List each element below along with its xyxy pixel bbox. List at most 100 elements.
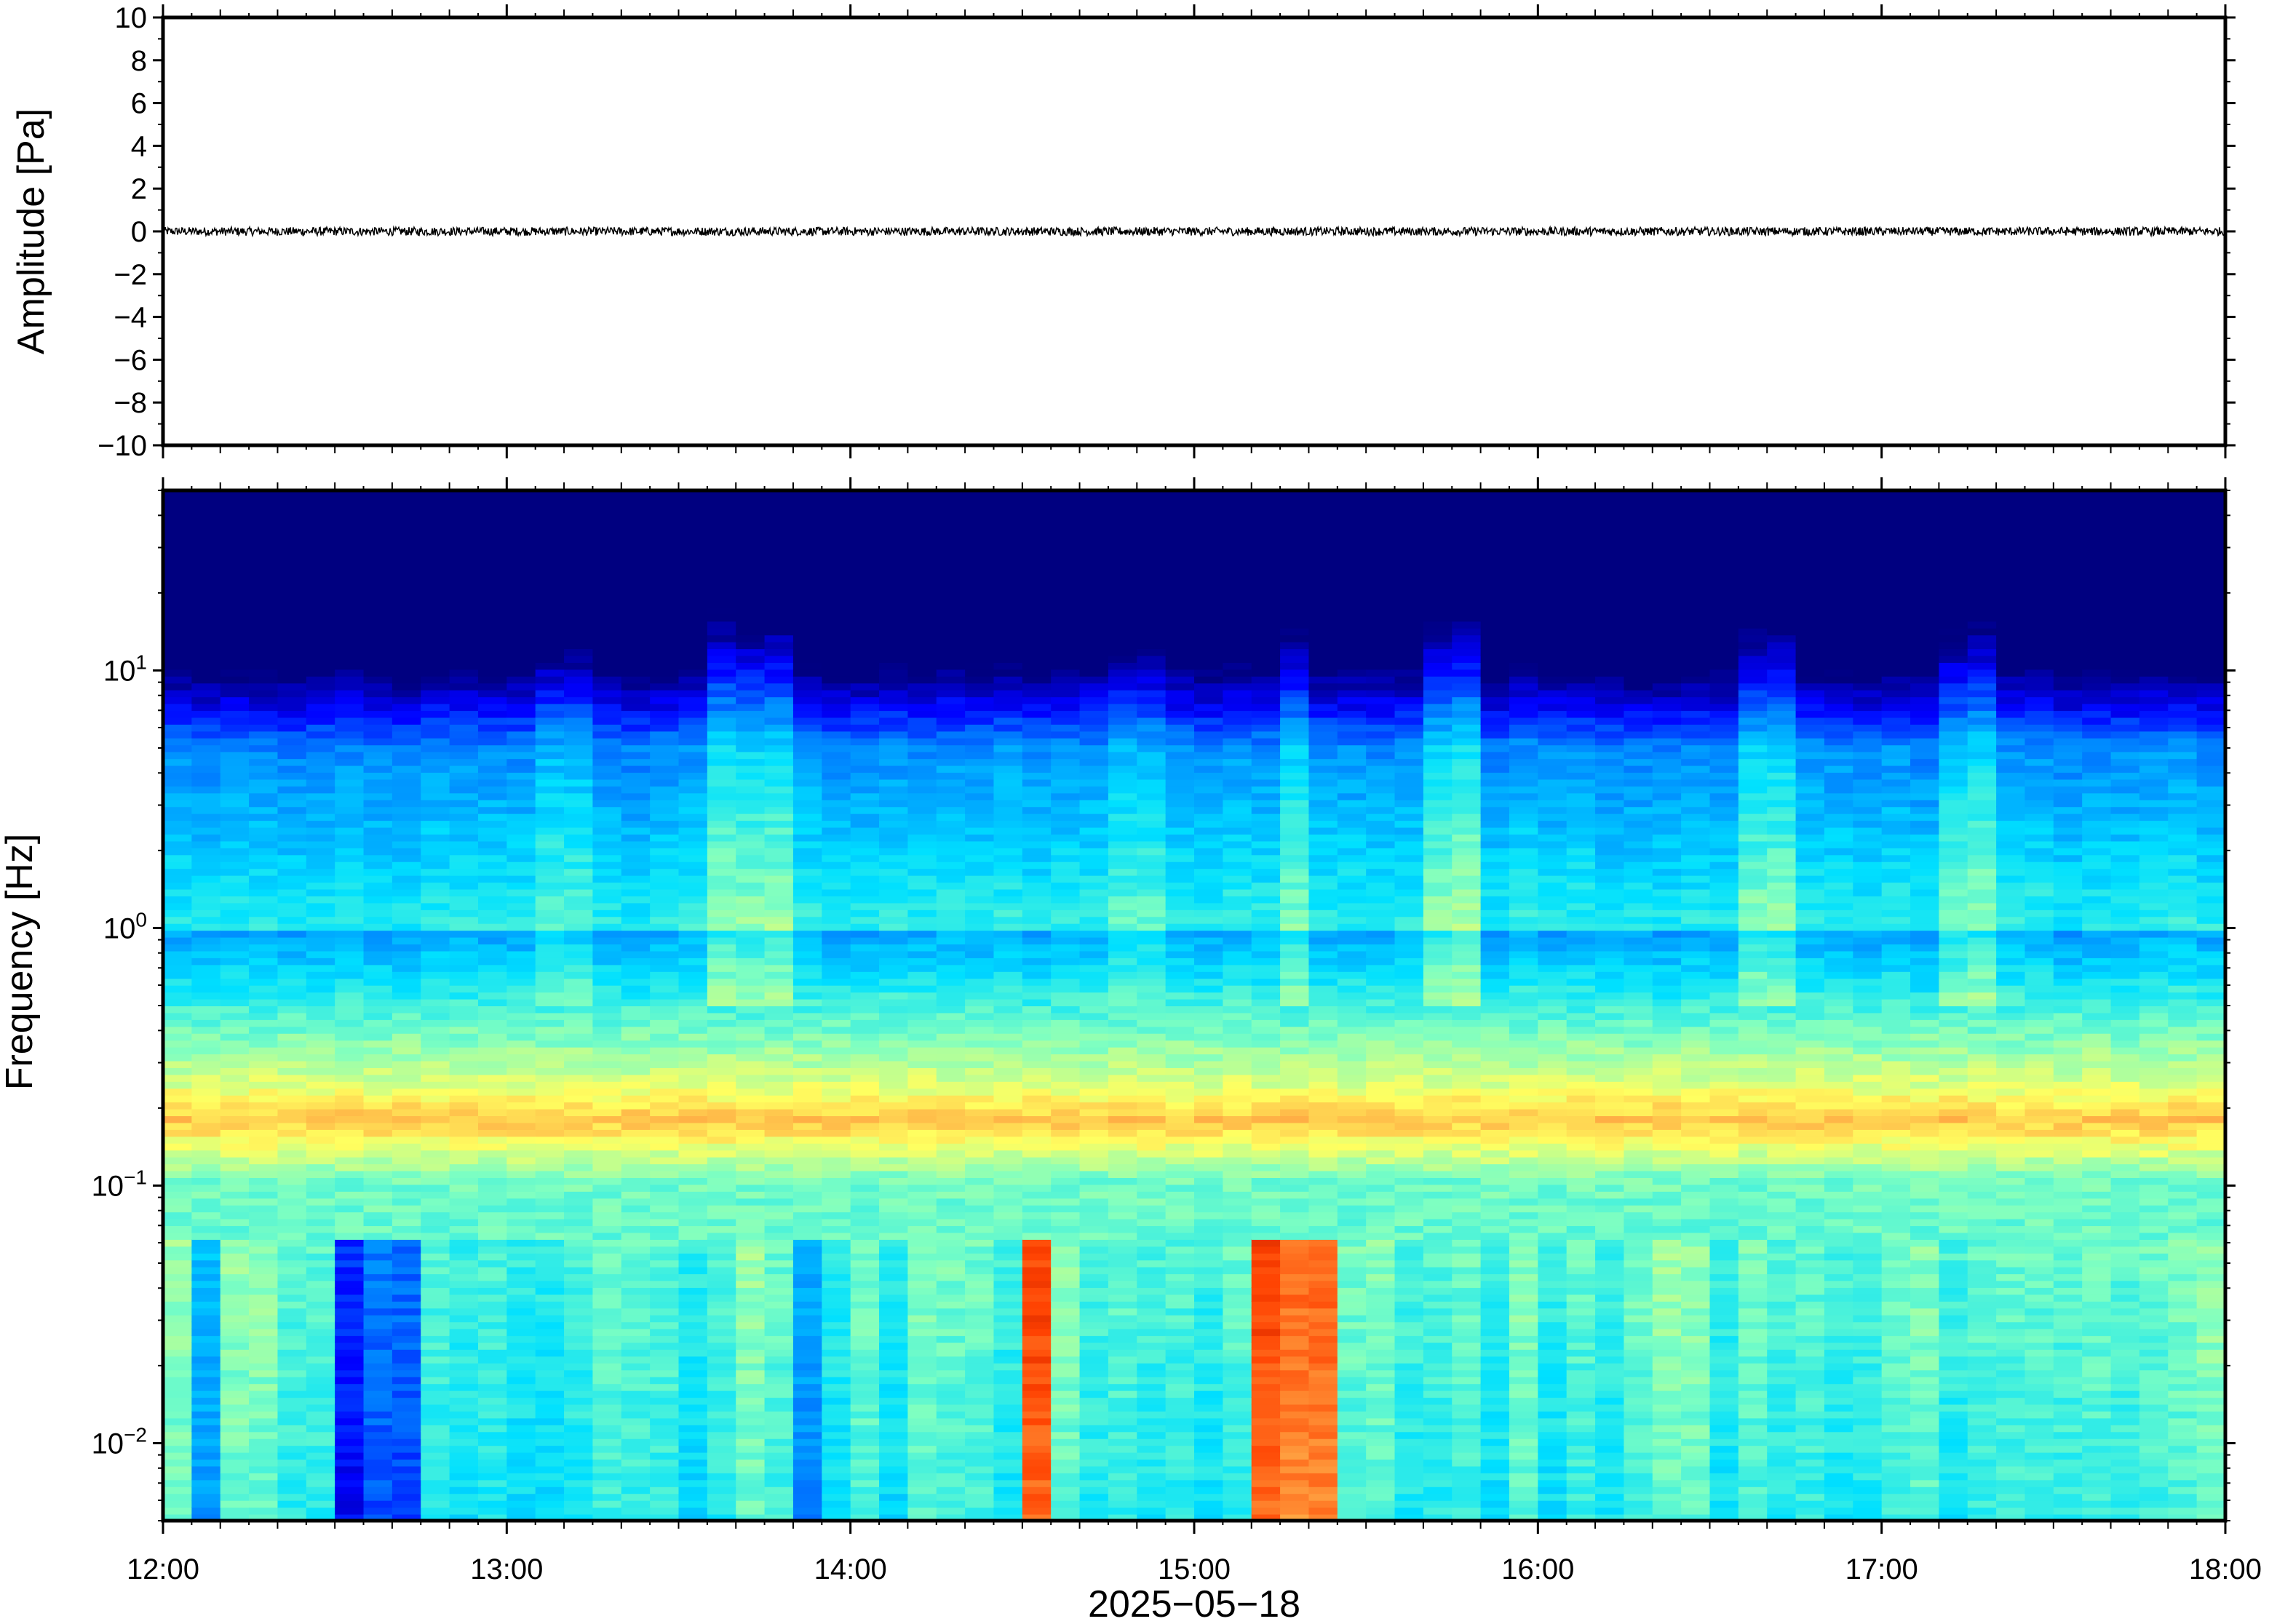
spectrogram-cell [506,840,536,848]
spectrogram-cell [822,1211,851,1219]
spectrogram-cell [421,497,450,505]
spectrogram-cell [191,840,221,848]
spectrogram-cell [1022,1122,1052,1130]
spectrogram-cell [363,792,393,800]
spectrogram-cell [191,1204,221,1213]
spectrogram-cell [564,723,594,732]
spectrogram-cell [907,1204,937,1213]
spectrogram-cell [764,1252,794,1261]
spectrogram-cell [191,1266,221,1275]
spectrogram-cell [220,1211,250,1219]
spectrogram-cell [392,1170,422,1178]
spectrogram-cell [392,944,422,952]
spectrogram-cell [936,1190,966,1199]
spectrogram-cell [678,992,708,1000]
spectrogram-cell [965,1094,995,1103]
spectrogram-cell [421,621,450,629]
spectrogram-cell [621,1280,651,1289]
spectrogram-cell [1022,1356,1052,1364]
spectrogram-cell [736,923,766,931]
spectrogram-cell [335,669,365,677]
spectrogram-cell [363,1204,393,1213]
spectrogram-cell [163,1156,193,1165]
spectrogram-cell [335,758,365,766]
spectrogram-cell [1051,895,1081,904]
spectrogram-cell [678,1307,708,1315]
spectrogram-cell [707,779,737,787]
spectrogram-cell [965,1252,995,1261]
spectrogram-cell [850,916,881,924]
spectrogram-cell [592,978,622,986]
spectrogram-cell [936,984,966,993]
spectrogram-cell [621,1067,651,1075]
spectrogram-cell [993,573,1023,581]
spectrogram-cell [506,792,536,800]
spectrogram-cell [822,909,851,918]
spectrogram-cell [277,813,307,821]
spectrogram-cell [764,613,794,622]
spectrogram-cell [678,1376,708,1385]
spectrogram-cell [936,1417,966,1425]
spectrogram-cell [592,909,622,918]
spectrogram-cell [621,744,651,752]
spectrogram-cell [506,525,536,533]
spectrogram-cell [220,607,250,615]
spectrogram-cell [907,531,937,540]
spectrogram-cell [363,1019,393,1027]
spectrogram-cell [879,503,909,512]
spectrogram-cell [792,669,823,677]
spectrogram-cell [306,1280,336,1289]
spectrogram-cell [1022,909,1052,918]
spectrogram-cell [707,827,737,835]
spectrogram-cell [993,662,1023,670]
spectrogram-cell [335,1335,365,1343]
spectrogram-cell [936,971,966,979]
spectrogram-cell [535,854,565,862]
spectrogram-cell [936,669,966,677]
spectrogram-cell [306,717,336,725]
spectrogram-cell [650,1067,680,1075]
spectrogram-cell [363,1438,393,1446]
spectrogram-cell [650,503,680,512]
spectrogram-cell [822,1094,851,1103]
spectrogram-cell [850,525,881,533]
spectrogram-cell [220,1383,250,1391]
spectrogram-cell [879,1040,909,1048]
spectrogram-cell [277,1376,307,1385]
spectrogram-cell [277,1438,307,1446]
spectrogram-cell [363,813,393,821]
spectrogram-cell [191,531,221,540]
spectrogram-cell [736,490,766,498]
spectrogram-cell [1051,1204,1081,1213]
spectrogram-cell [363,1500,393,1508]
spectrogram-cell [535,717,565,725]
spectrogram-cell [163,1383,193,1391]
spectrogram-cell [650,992,680,1000]
spectrogram-cell [306,1218,336,1227]
spectrogram-cell [392,834,422,842]
spectrogram-cell [220,579,250,588]
spectrogram-cell [477,1060,508,1068]
spectrogram-cell [335,971,365,979]
spectrogram-cell [449,497,479,505]
spectrogram-cell [707,1280,737,1289]
spectrogram-cell [993,1404,1023,1412]
spectrogram-cell [792,868,823,876]
spectrogram-cell [678,1383,708,1391]
spectrogram-cell [592,1136,622,1144]
spectrogram-cell [764,634,794,642]
spectrogram-cell [564,1479,594,1487]
spectrogram-cell [678,538,708,546]
spectrogram-cell [564,895,594,904]
spectrogram-cell [249,944,279,952]
spectrogram-cell [707,875,737,883]
spectrogram-cell [163,517,193,526]
spectrogram-cell [449,573,479,581]
spectrogram-cell [792,586,823,594]
spectrogram-cell [535,1479,565,1487]
spectrogram-cell [792,923,823,931]
spectrogram-cell [764,586,794,594]
spectrogram-cell [421,607,450,615]
spectrogram-cell [993,936,1023,945]
spectrogram-cell [707,1356,737,1364]
